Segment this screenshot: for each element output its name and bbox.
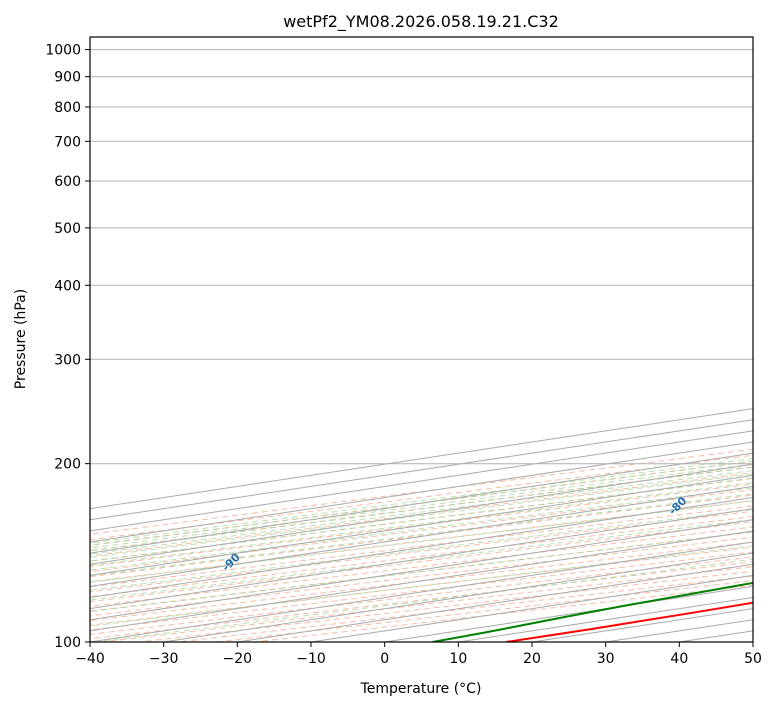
isotherm-line <box>90 485 753 587</box>
y-tick-label: 1000 <box>45 43 81 59</box>
isotherm-line <box>90 497 753 599</box>
y-tick-label: 400 <box>54 278 81 294</box>
x-tick-label: −20 <box>223 651 253 667</box>
dry-adiabat <box>90 510 753 593</box>
isotherm-line <box>90 541 753 642</box>
skewed-isotherms <box>90 408 753 642</box>
dry-adiabat <box>90 494 753 578</box>
x-tick-label: 10 <box>449 651 467 667</box>
x-tick-label: 20 <box>523 651 541 667</box>
x-axis-ticks: −40 −30 −20 −10 0 10 20 30 40 50 <box>75 642 762 667</box>
sounding-profiles <box>432 581 753 642</box>
isotherm-line <box>90 474 753 576</box>
pressure-gridlines <box>90 49 753 642</box>
isotherm-line <box>90 463 753 565</box>
isotherm-line <box>90 530 753 632</box>
y-tick-label: 100 <box>54 635 81 651</box>
y-tick-label: 300 <box>54 352 81 368</box>
temperature-profile-line <box>506 601 753 642</box>
y-axis-label: Pressure (hPa) <box>13 289 29 389</box>
isotherm-line <box>381 585 753 642</box>
y-tick-label: 600 <box>54 174 81 190</box>
x-tick-label: 30 <box>597 651 615 667</box>
chart-title: wetPf2_YM08.2026.058.19.21.C32 <box>283 12 559 32</box>
y-tick-label: 500 <box>54 221 81 237</box>
y-tick-label: 900 <box>54 70 81 86</box>
dry-adiabat <box>90 521 753 603</box>
y-axis-ticks: 100 200 300 400 500 600 700 800 900 1000 <box>45 43 90 651</box>
x-tick-label: 50 <box>744 651 762 667</box>
isotherm-line <box>90 508 753 610</box>
dewpoint-profile-line <box>432 581 753 642</box>
dry-adiabat <box>90 505 753 588</box>
y-tick-label: 800 <box>54 100 81 116</box>
x-tick-label: −30 <box>149 651 179 667</box>
x-tick-label: −10 <box>296 651 326 667</box>
x-tick-label: 40 <box>670 651 688 667</box>
isotherm-line <box>675 630 753 642</box>
x-tick-label: −40 <box>75 651 105 667</box>
y-tick-label: 700 <box>54 134 81 150</box>
x-axis-label: Temperature (°C) <box>360 681 482 697</box>
x-tick-label: 0 <box>380 651 389 667</box>
isotherm-line <box>160 552 753 642</box>
dry-adiabat <box>90 489 753 573</box>
isotherm-line <box>90 519 753 621</box>
plot-area: 0.10.20.40.611.52346810131620253036-100-… <box>90 49 753 642</box>
dry-adiabat <box>90 546 753 626</box>
dry-adiabat <box>90 536 753 617</box>
reference-line-labels: 0.10.20.40.611.52346810131620253036-100-… <box>220 494 690 574</box>
dry-adiabat <box>90 551 753 631</box>
plot-frame <box>89 36 754 643</box>
y-tick-label: 200 <box>54 457 81 473</box>
